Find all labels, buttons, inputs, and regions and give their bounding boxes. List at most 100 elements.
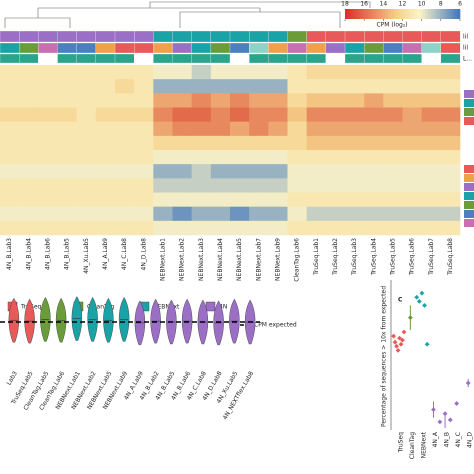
heatmap-cell — [134, 135, 154, 151]
colorbar-cell — [362, 9, 366, 19]
column-label: NEBNext.Lab2 — [179, 238, 186, 281]
heatmap-cell — [38, 121, 58, 137]
heatmap-cell — [38, 178, 58, 193]
x-tick-label: 4N_C — [455, 432, 462, 448]
heatmap-cell — [402, 164, 422, 179]
lab-annotation — [95, 42, 116, 54]
protocol-annotation — [344, 30, 365, 43]
legend-swatch — [464, 99, 474, 107]
heatmap-cell — [134, 192, 154, 207]
lib-annotation — [210, 53, 231, 64]
heatmap-cell — [440, 79, 461, 94]
column-label: NEBNext.Lab4 — [217, 238, 224, 281]
heatmap-cell — [440, 93, 461, 108]
heatmap-cell — [249, 121, 269, 137]
heatmap-cell — [440, 65, 461, 80]
heatmap-cell — [383, 178, 403, 193]
heatmap-cell — [230, 220, 250, 236]
colorbar-cell — [431, 9, 435, 19]
colorbar-cell — [399, 9, 403, 19]
heatmap-cell — [287, 93, 307, 108]
heatmap-cell — [230, 164, 250, 179]
heatmap-cell — [421, 93, 442, 108]
protocol-annotation — [306, 30, 327, 43]
heatmap-cell — [95, 178, 116, 193]
legend-swatch — [464, 117, 474, 125]
column-label: 4N_B.Lab6 — [44, 238, 51, 270]
heatmap-cell — [268, 135, 288, 151]
heatmap-cell — [364, 65, 384, 80]
x-tick-label: 4N_D — [467, 432, 474, 448]
heatmap-cell — [383, 220, 403, 236]
lib-annotation — [191, 53, 212, 64]
heatmap-cell — [306, 65, 327, 80]
lab-annotation — [287, 42, 308, 54]
heatmap-cell — [421, 121, 442, 137]
heatmap-cell — [402, 65, 422, 80]
heatmap-cell — [287, 135, 307, 151]
heatmap-cell — [19, 93, 39, 108]
colorbar-cell — [376, 9, 380, 19]
lab-annotation — [76, 42, 97, 54]
heatmap-cell — [402, 178, 422, 193]
heatmap-cell — [210, 107, 231, 122]
heatmap-cell — [115, 164, 135, 179]
annotation-label: L... — [463, 56, 472, 63]
point — [407, 315, 413, 321]
heatmap-cell — [191, 107, 212, 122]
legend-label: CleanTag — [87, 304, 114, 311]
heatmap-cell — [440, 192, 461, 207]
lab-annotation — [19, 42, 39, 54]
protocol-annotation — [114, 30, 135, 43]
colorbar-cell — [368, 9, 372, 19]
heatmap-cell — [95, 93, 116, 108]
heatmap-cell — [268, 192, 288, 207]
colorbar-cell — [411, 9, 415, 19]
lib-annotation — [268, 53, 288, 64]
column-label: TruSeq.Lab5 — [389, 238, 396, 276]
colorbar-cell — [382, 9, 386, 19]
colorbar-cell — [396, 9, 400, 19]
heatmap-cell — [345, 220, 365, 236]
heatmap-cell — [249, 178, 269, 193]
heatmap-cell — [306, 220, 327, 236]
lib-annotation — [114, 53, 135, 64]
heatmap-cell — [38, 220, 58, 236]
heatmap-cell — [172, 150, 192, 165]
heatmap-cell — [95, 206, 116, 222]
column-label: 4N_B.Lab5 — [64, 238, 71, 270]
heatmap-cell — [115, 79, 135, 94]
heatmap-cell — [268, 93, 288, 108]
heatmap-cell — [249, 206, 269, 222]
column-label: 4N_B.Lab4 — [25, 238, 32, 270]
heatmap-cell — [19, 135, 39, 151]
point — [442, 411, 448, 417]
heatmap-cell — [249, 192, 269, 207]
heatmap-cell — [440, 220, 461, 236]
heatmap-cell — [76, 178, 97, 193]
heatmap-cell — [306, 206, 327, 222]
heatmap-cell — [345, 206, 365, 222]
column-label: 4N_C.Lab8 — [121, 238, 128, 270]
heatmap-cell — [153, 93, 173, 108]
heatmap-cell — [325, 178, 346, 193]
heatmap-cell — [210, 65, 231, 80]
heatmap-cell — [230, 121, 250, 137]
lab-annotation — [38, 42, 58, 54]
colorbar-cell — [391, 9, 395, 19]
heatmap-cell — [383, 93, 403, 108]
heatmap-cell — [134, 93, 154, 108]
heatmap-cell — [421, 150, 442, 165]
protocol-annotation — [172, 30, 193, 43]
heatmap-cell — [191, 220, 212, 236]
colorbar-cell — [437, 9, 441, 19]
column-label: TruSeq.Lab2 — [332, 238, 339, 276]
colorbar-cell — [393, 9, 398, 19]
heatmap-cell — [287, 164, 307, 179]
heatmap-cell — [287, 150, 307, 165]
heatmap-cell — [306, 107, 327, 122]
heatmap-cell — [115, 206, 135, 222]
lab-annotation — [440, 42, 461, 54]
legend-swatch — [464, 165, 474, 173]
heatmap-cell — [172, 178, 192, 193]
